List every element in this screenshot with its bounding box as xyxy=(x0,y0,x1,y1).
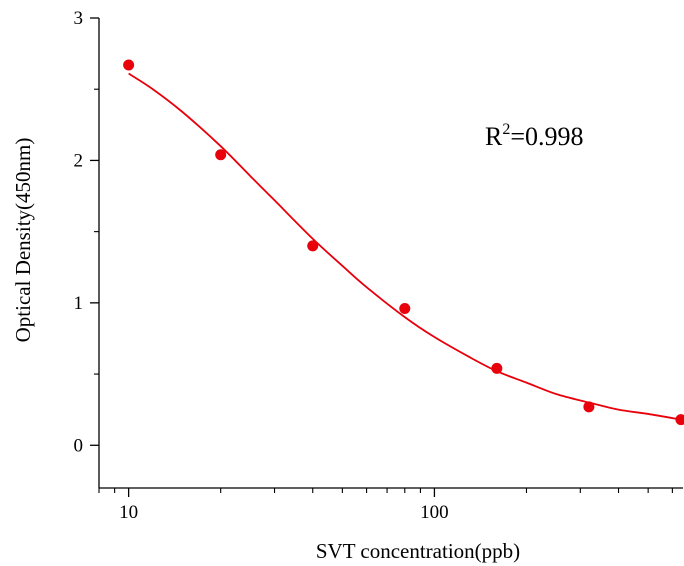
data-point xyxy=(491,362,503,374)
data-point xyxy=(399,303,411,315)
data-point xyxy=(583,401,595,413)
chart-marks xyxy=(123,59,684,426)
x-tick-label: 100 xyxy=(420,502,449,523)
fit-curve xyxy=(128,72,682,421)
y-axis-title: Optical Density(450nm) xyxy=(11,138,35,343)
y-tick-label: 1 xyxy=(74,293,84,314)
data-point xyxy=(307,240,319,252)
data-point xyxy=(675,414,684,426)
axes: 0 1 2 3 10 100 xyxy=(74,8,683,523)
x-axis-title: SVT concentration(ppb) xyxy=(316,539,520,563)
r-squared-sup: 2 xyxy=(502,121,510,138)
y-tick-label: 3 xyxy=(74,8,84,29)
r-squared-annotation: R2=0.998 xyxy=(485,121,584,151)
x-tick-label: 10 xyxy=(119,502,138,523)
y-tick-label: 0 xyxy=(74,435,84,456)
y-tick-label: 2 xyxy=(74,150,84,171)
r-squared-base: R xyxy=(485,122,503,151)
r-squared-value: =0.998 xyxy=(510,122,583,151)
data-point xyxy=(123,59,135,71)
data-point xyxy=(215,149,227,161)
